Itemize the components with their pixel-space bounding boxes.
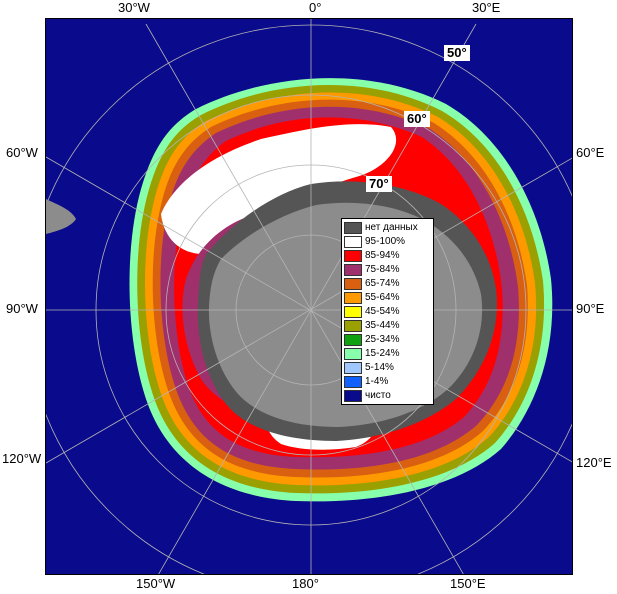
legend-swatch [344,249,362,262]
legend-swatch [344,221,362,234]
legend-item: 1-4% [344,375,431,388]
legend-item: 65-74% [344,277,431,290]
legend-label: 25-34% [365,334,400,345]
legend-swatch [344,319,362,332]
lon-label-150e: 150°E [450,576,486,591]
lon-label-180: 180° [292,576,319,591]
legend-item: нет данных [344,221,431,234]
legend-item: 45-54% [344,305,431,318]
lat-label-60: 60° [404,111,430,127]
legend-swatch [344,361,362,374]
legend-item: чисто [344,389,431,402]
graticule [46,19,572,574]
legend-swatch [344,291,362,304]
legend-item: 35-44% [344,319,431,332]
legend-item: 5-14% [344,361,431,374]
lon-label-30e: 30°E [472,0,501,15]
legend-swatch [344,389,362,402]
legend-label: 35-44% [365,320,400,331]
lon-label-30w: 30°W [118,0,150,15]
lon-label-120w: 120°W [2,451,42,466]
south-america-land [46,199,76,234]
legend-swatch [344,263,362,276]
sea-ice-map [45,18,573,575]
legend-item: 25-34% [344,333,431,346]
lat-label-50: 50° [444,45,470,61]
legend-swatch [344,333,362,346]
legend-label: 75-84% [365,264,400,275]
legend-swatch [344,235,362,248]
legend-label: 1-4% [365,376,389,387]
lon-label-0: 0° [309,0,322,15]
legend-item: 55-64% [344,291,431,304]
legend-label: чисто [365,390,391,401]
lon-label-150w: 150°W [136,576,176,591]
polar-projection-svg [46,19,572,574]
legend-label: 55-64% [365,292,400,303]
legend-rows: нет данных 95-100% 85-94% 75-84% 65-74% 55-64… [344,221,431,402]
legend-swatch [344,375,362,388]
lon-label-90e: 90°E [576,301,605,316]
legend-label: нет данных [365,222,418,233]
lon-label-90w: 90°W [6,301,38,316]
legend-swatch [344,347,362,360]
legend-item: 85-94% [344,249,431,262]
ice-band-95-100-weddell [161,124,397,255]
legend-item: 95-100% [344,235,431,248]
legend-label: 65-74% [365,278,400,289]
lon-label-120e: 120°E [576,455,612,470]
legend-item: 75-84% [344,263,431,276]
legend-label: 5-14% [365,362,394,373]
legend-label: 85-94% [365,250,400,261]
legend-item: 15-24% [344,347,431,360]
legend-label: 15-24% [365,348,400,359]
meridian-60e-120w [46,157,572,464]
legend-swatch [344,305,362,318]
lon-label-60e: 60°E [576,145,605,160]
legend-label: 95-100% [365,236,406,247]
legend-label: 45-54% [365,306,400,317]
map-legend: нет данных 95-100% 85-94% 75-84% 65-74% 55-64… [341,218,434,405]
lon-label-60w: 60°W [6,145,38,160]
lat-label-70: 70° [366,176,392,192]
legend-swatch [344,277,362,290]
